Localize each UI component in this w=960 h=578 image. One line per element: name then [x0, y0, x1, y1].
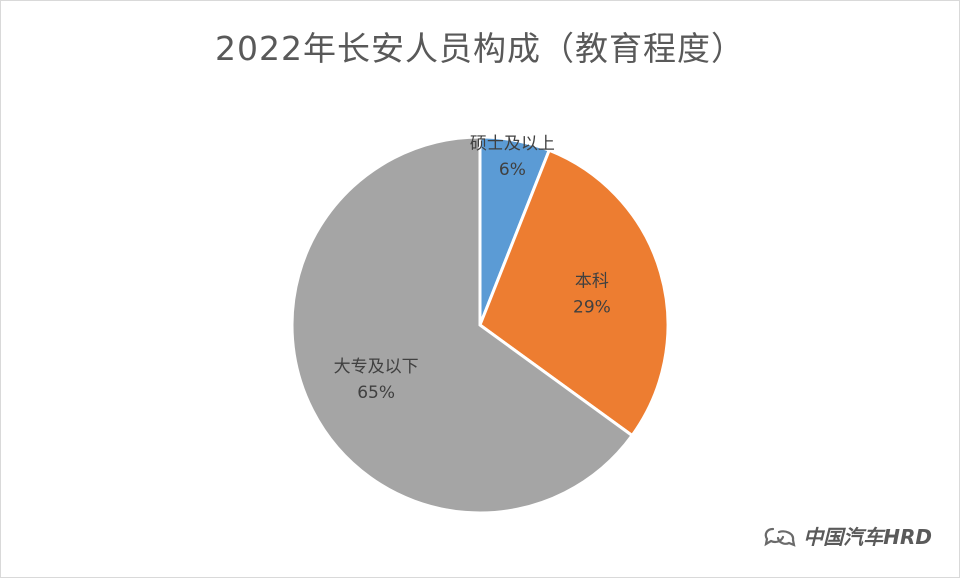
slice-category-label: 大专及以下 — [334, 357, 419, 377]
chart-title: 2022年长安人员构成（教育程度） — [215, 29, 745, 68]
slice-category-label: 硕士及以上 — [470, 134, 555, 154]
pie-slice — [290, 135, 635, 515]
pie-slice — [478, 148, 670, 438]
slice-value-label: 6% — [499, 160, 526, 180]
slice-category-label: 本科 — [575, 271, 609, 291]
watermark: 中国汽车HRD — [763, 521, 932, 550]
watermark-text: 中国汽车HRD — [803, 525, 932, 549]
wechat-icon — [764, 527, 796, 547]
slice-value-label: 29% — [573, 297, 611, 317]
slice-value-label: 65% — [357, 383, 395, 403]
